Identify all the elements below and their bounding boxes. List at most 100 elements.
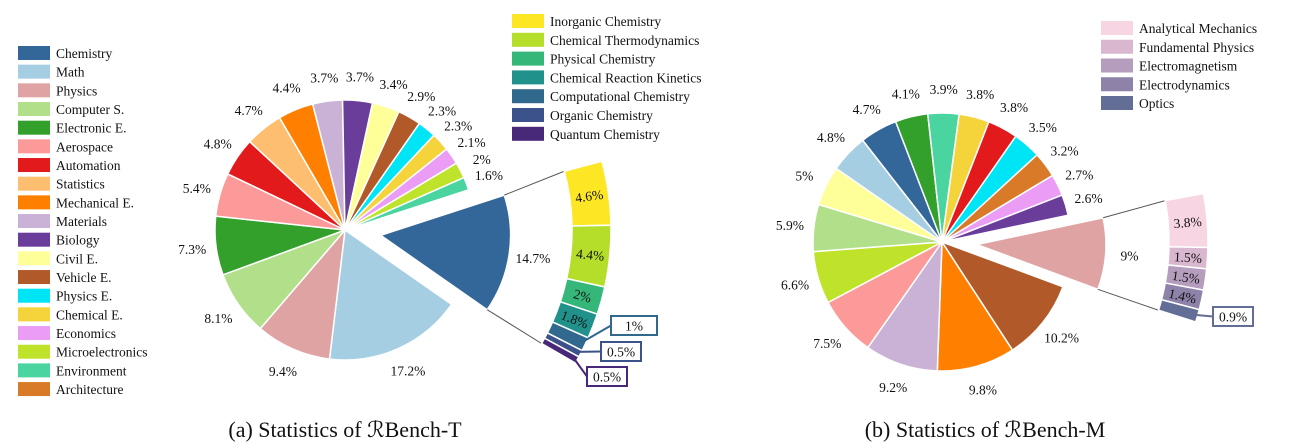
legend-swatch bbox=[18, 251, 50, 266]
legend-item-physical-chemistry: Physical Chemistry bbox=[512, 51, 656, 67]
legend-swatch bbox=[18, 102, 50, 117]
pie-label: 2.3% bbox=[428, 103, 456, 118]
legend-swatch bbox=[18, 270, 50, 285]
pie-label: 5.4% bbox=[183, 181, 211, 196]
legend-label: Electrodynamics bbox=[1139, 77, 1230, 92]
pie-slice-environment bbox=[344, 176, 470, 231]
legend-label: Physical Chemistry bbox=[550, 52, 656, 67]
pie-label: 5% bbox=[795, 168, 813, 183]
pie-label: 3.7% bbox=[310, 70, 338, 85]
breakdown-label-box bbox=[610, 315, 658, 336]
legend-label: Architecture bbox=[56, 382, 123, 397]
legend-label: Mechanical E. bbox=[56, 195, 134, 210]
legend-swatch bbox=[512, 108, 544, 122]
legend-label: Automation bbox=[56, 158, 121, 173]
legend-item-chemical-e: Chemical E. bbox=[18, 307, 123, 322]
pie-label: 4.8% bbox=[204, 136, 232, 151]
legend-swatch bbox=[1101, 21, 1133, 35]
legend-item-architecture: Architecture bbox=[18, 382, 123, 397]
pie-rbench-m: 9% 10.2% 9.8% 9.2% 7.5% 6.6% 5.9% 5% 4.8% 4.7% 4.1… bbox=[776, 82, 1254, 397]
legend-swatch bbox=[512, 32, 544, 47]
legend-swatch bbox=[18, 288, 50, 303]
pie-label: 2.6% bbox=[1075, 191, 1103, 206]
legend-item-computer-s: Computer S. bbox=[18, 102, 124, 117]
legend-chemistry-breakdown: Inorganic Chemistry Chemical Thermodynami… bbox=[512, 14, 701, 142]
connector-line bbox=[486, 309, 542, 344]
breakdown-label: 4.6% bbox=[574, 187, 604, 206]
pie-slice-biology bbox=[941, 194, 1070, 243]
pie-label: 4.7% bbox=[235, 103, 263, 118]
legend-item-optics: Optics bbox=[1101, 96, 1174, 111]
pie-label: 4.1% bbox=[892, 86, 920, 101]
pie-label: 6.6% bbox=[781, 278, 809, 293]
legend-item-microelectronics: Microelectronics bbox=[18, 344, 147, 360]
legend-item-electrodynamics: Electrodynamics bbox=[1101, 77, 1230, 92]
legend-item-materials: Materials bbox=[18, 214, 107, 229]
pie-slice-math bbox=[328, 228, 453, 361]
pie-slice-chemistry bbox=[378, 194, 512, 311]
legend-swatch bbox=[18, 176, 50, 191]
legend-swatch bbox=[18, 139, 50, 154]
legend-label: Statistics bbox=[56, 177, 105, 192]
legend-item-physics: Physics bbox=[18, 83, 97, 98]
legend-label: Chemical Reaction Kinetics bbox=[550, 70, 701, 85]
pie-label: 7.5% bbox=[813, 336, 841, 351]
breakdown-label: 3.8% bbox=[1173, 214, 1202, 231]
legend-swatch bbox=[512, 89, 544, 104]
legend-label: Electromagnetism bbox=[1139, 59, 1238, 74]
pie-slice-physics bbox=[259, 227, 347, 360]
breakdown-label: 0.5% bbox=[607, 345, 635, 360]
connector-line bbox=[504, 170, 565, 196]
legend-label: Civil E. bbox=[56, 251, 98, 266]
legend-swatch bbox=[18, 232, 50, 247]
breakdown-label: 1.4% bbox=[1167, 286, 1198, 307]
legend-swatch bbox=[512, 51, 544, 66]
pie-label: 3.2% bbox=[1051, 143, 1079, 158]
pie-label: 3.8% bbox=[1000, 100, 1028, 115]
caption-b: (b) Statistics of ℛBench-M bbox=[865, 417, 1106, 442]
legend-swatch bbox=[1101, 39, 1133, 54]
legend-label: Fundamental Physics bbox=[1139, 40, 1254, 55]
pie-label: 3.7% bbox=[346, 70, 374, 85]
legend-swatch bbox=[18, 307, 50, 322]
legend-label: Optics bbox=[1139, 96, 1174, 111]
pie-label: 4.4% bbox=[272, 81, 300, 96]
pie-slice-mechanical-e bbox=[936, 239, 1014, 372]
pie-rbench-t: 14.7% 17.2% 9.4% 8.1% 7.3% 5.4% 4.8% 4.7% 4.4% 3.… bbox=[178, 70, 658, 387]
legend-item-mechanical-e: Mechanical E. bbox=[18, 195, 134, 210]
pie-label: 14.7% bbox=[515, 251, 550, 266]
legend-swatch bbox=[18, 326, 50, 341]
leader-line bbox=[572, 357, 588, 378]
legend-label: Math bbox=[56, 65, 85, 80]
pie-label: 3.5% bbox=[1029, 120, 1057, 135]
legend-item-fundamental-physics: Fundamental Physics bbox=[1101, 39, 1254, 55]
breakdown-label: 1.5% bbox=[1171, 268, 1201, 287]
legend-label: Microelectronics bbox=[56, 345, 147, 360]
legend-label: Physics bbox=[56, 83, 97, 98]
legend-swatch bbox=[18, 363, 50, 378]
pie-label: 7.3% bbox=[178, 242, 206, 257]
caption-a: (a) Statistics of ℛBench-T bbox=[228, 417, 462, 442]
pie-label: 2.9% bbox=[407, 89, 435, 104]
breakdown-label-box bbox=[586, 366, 628, 387]
legend-label: Quantum Chemistry bbox=[550, 127, 660, 142]
legend-swatch bbox=[18, 214, 50, 229]
legend-label: Physics E. bbox=[56, 289, 112, 304]
pie-label: 3.4% bbox=[379, 77, 407, 92]
pie-label: 17.2% bbox=[390, 364, 425, 379]
pie-slice-vehicle-e bbox=[940, 240, 1064, 352]
legend-item-organic-chemistry: Organic Chemistry bbox=[512, 108, 653, 123]
pie-label: 2.3% bbox=[444, 119, 472, 134]
legend-item-chemical-reaction-kinetics: Chemical Reaction Kinetics bbox=[512, 70, 701, 85]
breakdown-label: 4.4% bbox=[576, 246, 605, 264]
legend-label: Chemical E. bbox=[56, 307, 123, 322]
pie-slice-physics bbox=[974, 216, 1107, 291]
pie-label: 3.8% bbox=[966, 87, 994, 102]
legend-label: Organic Chemistry bbox=[550, 108, 653, 123]
legend-label: Materials bbox=[56, 214, 107, 229]
legend-swatch bbox=[1101, 96, 1133, 110]
legend-swatch bbox=[18, 382, 50, 397]
legend-swatch bbox=[18, 64, 50, 79]
legend-label: Environment bbox=[56, 363, 127, 378]
pie-label: 1.6% bbox=[475, 168, 503, 183]
